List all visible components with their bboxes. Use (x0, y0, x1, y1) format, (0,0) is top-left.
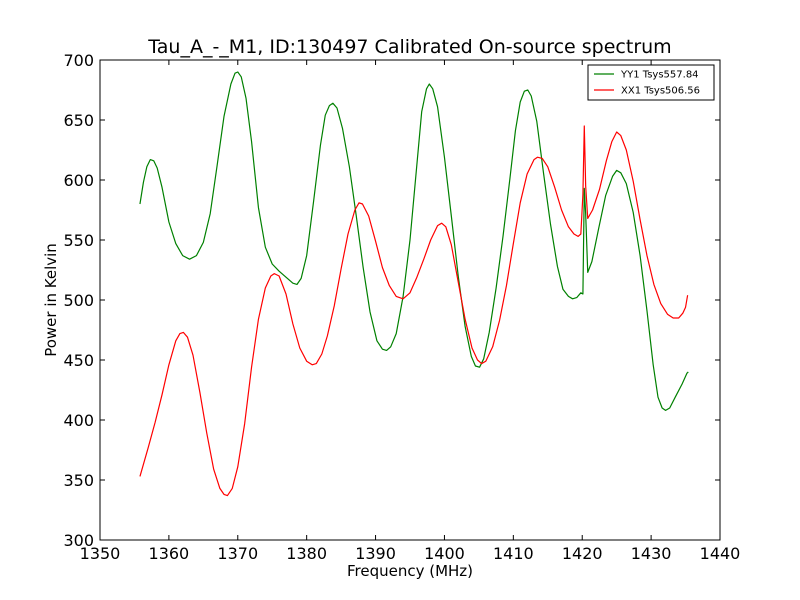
y-tick-label: 550 (63, 231, 94, 250)
x-tick-label: 1410 (493, 544, 534, 563)
x-tick-label: 1400 (424, 544, 465, 563)
y-tick-label: 650 (63, 111, 94, 130)
legend-label-xx1: XX1 Tsys506.56 (621, 86, 700, 97)
x-axis: 1350 1360 1370 1380 1390 1400 1410 1420 1430 1440 (80, 60, 741, 563)
y-axis: 300 350 400 450 500 550 600 650 700 (63, 51, 720, 550)
legend-box (587, 64, 715, 101)
legend: YY1 Tsys557.84 XX1 Tsys506.56 (587, 64, 715, 101)
x-tick-label: 1430 (631, 544, 672, 563)
y-tick-label: 350 (63, 471, 94, 490)
chart-title: Tau_A_-_M1, ID:130497 Calibrated On-sour… (147, 36, 671, 58)
series-line-0 (139, 71, 689, 411)
x-tick-label: 1370 (217, 544, 258, 563)
series-layer (139, 71, 689, 497)
x-tick-label: 1360 (149, 544, 190, 563)
y-tick-label: 500 (63, 291, 94, 310)
y-tick-label: 700 (63, 51, 94, 70)
y-tick-label: 600 (63, 171, 94, 190)
series-line-1 (139, 125, 689, 497)
x-tick-label: 1420 (562, 544, 603, 563)
x-tick-label: 1440 (700, 544, 741, 563)
y-tick-label: 400 (63, 411, 94, 430)
y-tick-label: 450 (63, 351, 94, 370)
x-axis-title: Frequency (MHz) (347, 562, 473, 580)
y-tick-label: 300 (63, 531, 94, 550)
x-tick-label: 1380 (286, 544, 327, 563)
x-tick-label: 1350 (80, 544, 121, 563)
legend-label-yy1: YY1 Tsys557.84 (620, 70, 699, 81)
y-axis-title: Power in Kelvin (42, 243, 60, 357)
x-tick-label: 1390 (355, 544, 396, 563)
